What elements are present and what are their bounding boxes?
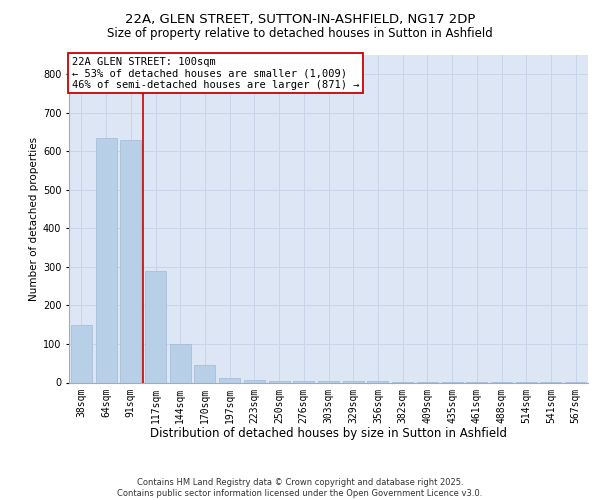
Bar [71, 324, 92, 382]
Bar [194, 365, 215, 382]
X-axis label: Distribution of detached houses by size in Sutton in Ashfield: Distribution of detached houses by size … [150, 427, 507, 440]
Text: 22A, GLEN STREET, SUTTON-IN-ASHFIELD, NG17 2DP: 22A, GLEN STREET, SUTTON-IN-ASHFIELD, NG… [125, 12, 475, 26]
Bar [219, 378, 240, 382]
Bar [269, 380, 290, 382]
Text: 22A GLEN STREET: 100sqm
← 53% of detached houses are smaller (1,009)
46% of semi: 22A GLEN STREET: 100sqm ← 53% of detache… [71, 56, 359, 90]
Bar [145, 271, 166, 382]
Y-axis label: Number of detached properties: Number of detached properties [29, 136, 38, 301]
Bar [120, 140, 141, 382]
Bar [95, 138, 116, 382]
Bar [170, 344, 191, 383]
Bar [318, 381, 339, 382]
Text: Size of property relative to detached houses in Sutton in Ashfield: Size of property relative to detached ho… [107, 28, 493, 40]
Bar [244, 380, 265, 382]
Bar [293, 380, 314, 382]
Text: Contains HM Land Registry data © Crown copyright and database right 2025.
Contai: Contains HM Land Registry data © Crown c… [118, 478, 482, 498]
